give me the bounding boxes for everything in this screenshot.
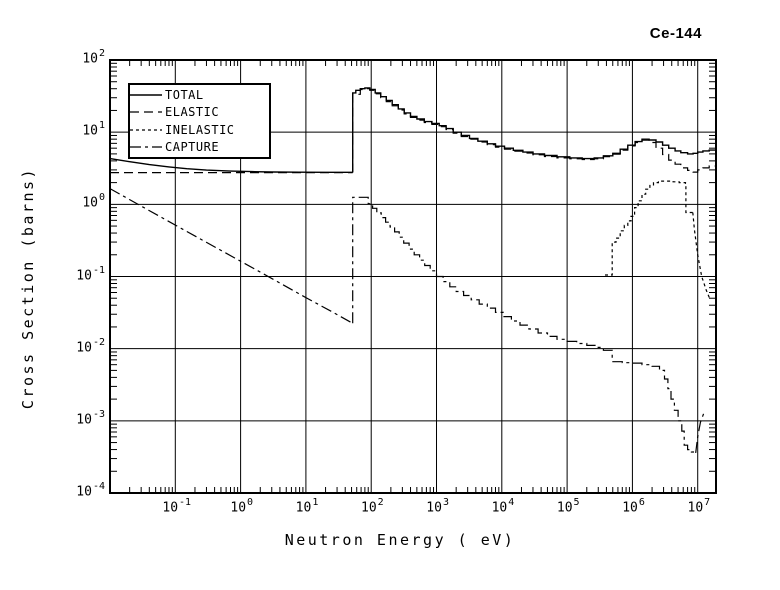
curve-elastic: [352, 88, 717, 173]
legend-item-label: ELASTIC: [165, 105, 220, 120]
curve-total: [352, 87, 717, 173]
legend-item-elastic: ELASTIC: [130, 104, 269, 120]
x-tick-label: 105: [556, 497, 580, 516]
plot-frame: [109, 59, 717, 494]
curve-inelastic: [605, 180, 693, 276]
x-tick-label: 107: [687, 497, 711, 516]
curve-total: [109, 157, 353, 173]
y-tick-label: 10-1: [76, 264, 105, 283]
curve-capture: [695, 412, 705, 453]
legend-item-capture: CAPTURE: [130, 139, 269, 155]
elastic-line-sample: [130, 111, 162, 113]
capture-line-sample: [130, 146, 162, 148]
chart-title: Ce-144: [649, 25, 702, 42]
y-axis-label: Cross Section (barns): [19, 166, 37, 410]
y-tick-label: 10-2: [76, 336, 105, 355]
x-axis-label: Neutron Energy ( eV): [284, 531, 516, 549]
y-tick-label: 10-4: [76, 481, 105, 500]
curve-inelastic: [692, 212, 711, 300]
y-tick-label: 10-3: [76, 408, 105, 428]
legend-box: TOTAL ELASTIC INELASTIC CAPTURE: [128, 83, 271, 159]
legend-item-label: TOTAL: [165, 87, 204, 102]
x-tick-label: 103: [426, 497, 449, 516]
legend-item-inelastic: INELASTIC: [130, 122, 269, 138]
x-tick-label: 102: [360, 497, 384, 516]
y-tick-label: 102: [82, 48, 105, 67]
x-tick-label: 106: [622, 497, 645, 516]
x-tick-label: 104: [491, 497, 515, 516]
y-tick-label: 101: [82, 120, 105, 139]
x-tick-label: 101: [295, 497, 319, 516]
legend-item-label: CAPTURE: [165, 140, 220, 155]
legend-item-total: TOTAL: [130, 87, 269, 103]
curve-capture: [109, 188, 353, 324]
x-tick-label: 100: [230, 497, 254, 516]
total-line-sample: [130, 93, 162, 96]
legend-item-label: INELASTIC: [165, 122, 235, 137]
inelastic-line-sample: [130, 129, 162, 131]
curve-capture: [352, 196, 697, 453]
x-tick-label: 10-1: [162, 497, 192, 516]
y-tick-label: 100: [82, 192, 105, 211]
